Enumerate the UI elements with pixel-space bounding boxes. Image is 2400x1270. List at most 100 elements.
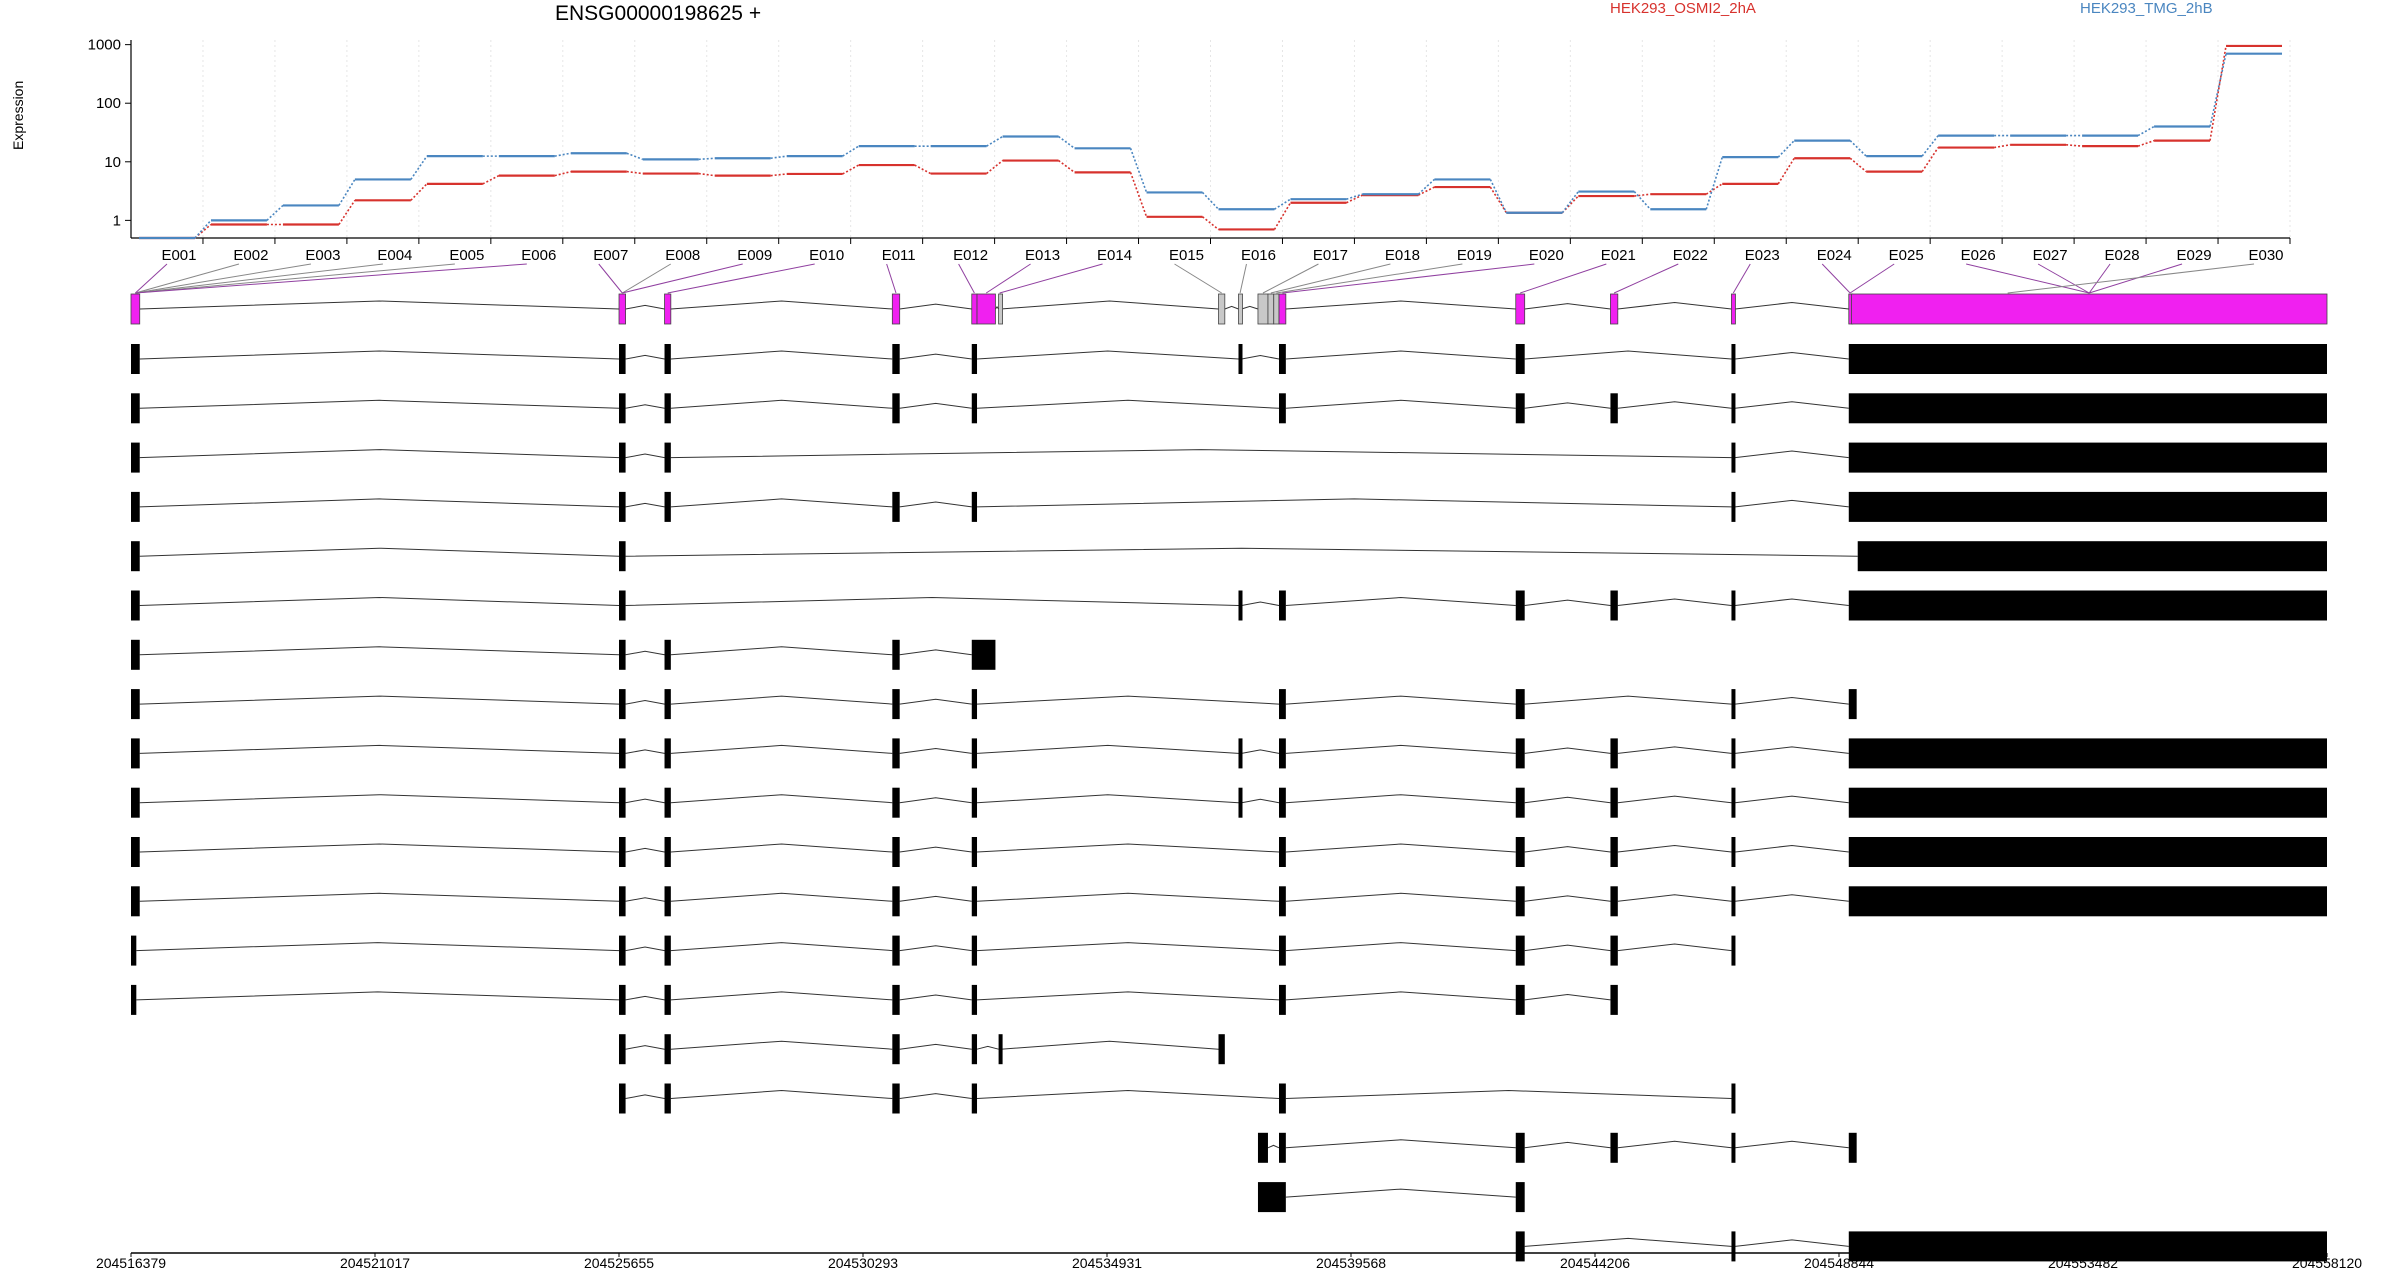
intron xyxy=(1000,300,1219,310)
transcript-exon xyxy=(131,837,140,867)
transcript-exon xyxy=(619,639,626,670)
intron xyxy=(1241,798,1280,804)
series-connector xyxy=(2209,45,2227,141)
bin-connector xyxy=(985,263,1031,294)
intron xyxy=(1000,1040,1219,1050)
intron xyxy=(1524,895,1611,902)
transcript-exon xyxy=(619,787,626,818)
x-tick-label: E025 xyxy=(1889,247,1924,264)
intron xyxy=(1735,450,1849,459)
intron xyxy=(670,498,893,508)
series-connector xyxy=(554,170,571,177)
bin-connector xyxy=(2037,263,2090,294)
series-connector xyxy=(1634,193,1651,197)
bin-connector xyxy=(2089,263,2183,294)
intron xyxy=(976,892,1280,902)
transcript-exon xyxy=(892,689,900,720)
transcript-exon xyxy=(619,491,626,522)
bin-connector xyxy=(135,263,455,294)
intron xyxy=(1524,747,1611,754)
genomic-tick-label: 204521017 xyxy=(340,1255,410,1270)
model-exon xyxy=(1257,293,1269,325)
series-connector xyxy=(1202,216,1219,231)
series-connector xyxy=(986,159,1004,175)
series-connector xyxy=(1849,157,1867,173)
transcript-exon xyxy=(1515,886,1525,917)
transcript-exon xyxy=(664,1034,671,1065)
intron xyxy=(1241,601,1280,606)
transcript-exon xyxy=(619,886,626,917)
transcript-exon xyxy=(1515,689,1525,720)
bin-connector xyxy=(1276,263,1463,294)
series-connector xyxy=(338,199,356,225)
intron xyxy=(670,991,893,1001)
intron xyxy=(625,1045,665,1050)
intron xyxy=(139,350,620,360)
intron xyxy=(1617,894,1732,902)
x-tick-label: E016 xyxy=(1241,247,1276,264)
transcript-exon xyxy=(1238,344,1243,374)
transcript-exon xyxy=(892,393,900,424)
transcript-exon xyxy=(131,689,140,720)
page-title: ENSG00000198625 + xyxy=(555,2,762,25)
transcript-exon xyxy=(1731,689,1736,720)
transcript-exon xyxy=(1848,837,2327,867)
series-connector xyxy=(266,204,284,221)
x-tick-label: E013 xyxy=(1025,247,1060,264)
transcript-exon xyxy=(131,344,140,374)
x-tick-label: E009 xyxy=(737,247,772,264)
x-tick-label: E001 xyxy=(161,247,196,264)
model-exon xyxy=(1731,293,1736,325)
intron xyxy=(625,547,1858,557)
transcript-exon xyxy=(619,344,626,374)
intron xyxy=(1735,401,1849,409)
intron xyxy=(136,991,620,1001)
intron xyxy=(899,748,972,754)
genomic-tick-label: 204530293 xyxy=(828,1255,898,1270)
intron xyxy=(1735,795,1849,804)
intron xyxy=(1285,1139,1516,1149)
intron xyxy=(1617,844,1732,853)
intron xyxy=(1735,351,1849,360)
transcript-row xyxy=(131,689,1857,720)
intron xyxy=(1285,399,1516,409)
intron xyxy=(139,449,620,459)
intron xyxy=(1524,350,1732,360)
transcript-exon xyxy=(619,590,626,621)
intron xyxy=(899,501,972,508)
transcript-exon xyxy=(131,886,140,917)
intron xyxy=(670,794,893,804)
transcript-exon xyxy=(892,837,900,867)
intron xyxy=(1524,944,1611,952)
transcript-exon xyxy=(1279,1083,1286,1114)
intron xyxy=(1735,301,1849,310)
intron xyxy=(670,646,893,656)
intron xyxy=(139,744,620,754)
x-tick-label: E018 xyxy=(1385,247,1420,264)
intron xyxy=(625,304,665,310)
transcript-exon xyxy=(1515,393,1525,424)
legend-series-a: HEK293_OSMI2_2hA xyxy=(1610,0,1756,17)
transcript-exon xyxy=(664,886,671,917)
intron xyxy=(1285,350,1516,360)
transcript-exon xyxy=(131,541,140,572)
intron xyxy=(139,892,620,902)
transcript-exon xyxy=(1848,738,2327,769)
transcript-exon xyxy=(892,1083,900,1114)
intron xyxy=(625,897,665,902)
series-connector xyxy=(2209,53,2227,127)
genomic-tick-label: 204553482 xyxy=(2048,1255,2118,1270)
transcript-exon xyxy=(998,1034,1003,1065)
intron xyxy=(625,1094,665,1099)
model-exon xyxy=(891,293,901,325)
transcript-row xyxy=(131,344,2327,374)
intron xyxy=(670,449,1732,459)
transcript-row xyxy=(1257,1182,1525,1213)
transcript-exon xyxy=(131,491,140,522)
transcript-row xyxy=(131,738,2327,769)
intron xyxy=(899,649,972,656)
bin-connector xyxy=(135,263,383,294)
intron xyxy=(1735,1140,1849,1149)
x-tick-label: E020 xyxy=(1529,247,1564,264)
transcript-exon xyxy=(664,639,671,670)
